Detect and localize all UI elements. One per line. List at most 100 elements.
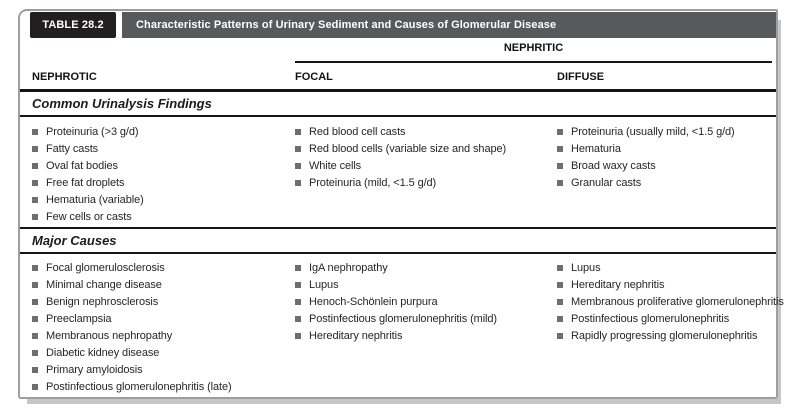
item-text: Proteinuria (usually mild, <1.5 g/d) [571,125,735,138]
column-header-focal: FOCAL [295,71,333,83]
item-text: Lupus [309,278,339,291]
bullet-square-icon [557,162,563,169]
item-text: Benign nephrosclerosis [46,295,159,308]
bullet-square-icon [32,145,38,152]
list-item: Henoch-Schönlein purpura [295,293,545,310]
list-item: Few cells or casts [32,208,283,225]
list-item: Lupus [557,259,784,276]
list-item: Hematuria [557,140,776,157]
item-text: Red blood cell casts [309,125,406,138]
table-title: Characteristic Patterns of Urinary Sedim… [122,12,776,38]
list-item: Lupus [295,276,545,293]
list-item: Proteinuria (>3 g/d) [32,123,283,140]
bullet-square-icon [32,162,38,169]
item-text: Oval fat bodies [46,159,118,172]
column-group-header-nephritic: NEPHRITIC [295,38,772,63]
bullet-square-icon [32,315,38,322]
section-body-findings: Proteinuria (>3 g/d) Fatty casts Oval fat … [20,117,776,227]
item-text: Lupus [571,261,601,274]
list-item: White cells [295,157,545,174]
bullet-square-icon [32,298,38,305]
item-text: White cells [309,159,362,172]
item-text: Membranous proliferative glomerulonephri… [571,295,784,308]
item-text: Red blood cells (variable size and shape… [309,142,507,155]
item-text: Preeclampsia [46,312,112,325]
item-text: Rapidly progressing glomerulonephritis [571,329,758,342]
bullet-square-icon [32,179,38,186]
bullet-square-icon [32,213,38,220]
bullet-square-icon [32,383,38,390]
list-item: Primary amyloidosis [32,361,283,378]
item-text: Broad waxy casts [571,159,656,172]
list-item: Preeclampsia [32,310,283,327]
bullet-square-icon [32,128,38,135]
item-text: Few cells or casts [46,210,132,223]
table-frame: TABLE 28.2 Characteristic Patterns of Ur… [18,9,784,399]
item-text: Fatty casts [46,142,99,155]
section-heading-findings: Common Urinalysis Findings [20,89,776,117]
bullet-square-icon [32,366,38,373]
list-item: Membranous proliferative glomerulonephri… [557,293,784,310]
item-text: Membranous nephropathy [46,329,173,342]
item-text: Postinfectious glomerulonephritis (mild) [309,312,497,325]
bullet-square-icon [557,179,563,186]
bullet-square-icon [295,128,301,135]
bullet-square-icon [557,145,563,152]
list-item: Postinfectious glomerulonephritis [557,310,784,327]
bullet-square-icon [32,349,38,356]
bullet-square-icon [557,332,563,339]
item-text: Hematuria (variable) [46,193,144,206]
bullet-square-icon [295,298,301,305]
bullet-square-icon [32,332,38,339]
bullet-square-icon [295,315,301,322]
column-header-row: NEPHROTIC FOCAL DIFFUSE [20,63,776,89]
bullet-square-icon [295,264,301,271]
item-text: Henoch-Schönlein purpura [309,295,438,308]
bullet-square-icon [557,128,563,135]
item-text: Postinfectious glomerulonephritis [571,312,730,325]
item-text: IgA nephropathy [309,261,388,274]
list-item: Benign nephrosclerosis [32,293,283,310]
item-text: Primary amyloidosis [46,363,143,376]
bullet-square-icon [295,179,301,186]
item-text: Hereditary nephritis [571,278,665,291]
item-text: Focal glomerulosclerosis [46,261,165,274]
bullet-square-icon [295,145,301,152]
item-text: Postinfectious glomerulonephritis (late) [46,380,232,393]
item-text: Hematuria [571,142,621,155]
list-item: Minimal change disease [32,276,283,293]
list-item: Fatty casts [32,140,283,157]
column-header-nephrotic: NEPHROTIC [32,71,97,83]
bullet-square-icon [557,281,563,288]
bullet-square-icon [32,264,38,271]
bullet-square-icon [295,281,301,288]
list-item: Membranous nephropathy [32,327,283,344]
list-item: Proteinuria (mild, <1.5 g/d) [295,174,545,191]
causes-nephrotic-list: Focal glomerulosclerosis Minimal change d… [20,259,283,395]
list-item: Focal glomerulosclerosis [32,259,283,276]
list-item: Broad waxy casts [557,157,776,174]
list-item: Hereditary nephritis [295,327,545,344]
list-item: Postinfectious glomerulonephritis (late) [32,378,283,395]
list-item: Hereditary nephritis [557,276,784,293]
causes-diffuse-list: Lupus Hereditary nephritis Membranous prol… [545,259,784,395]
item-text: Hereditary nephritis [309,329,403,342]
list-item: Diabetic kidney disease [32,344,283,361]
findings-focal-list: Red blood cell casts Red blood cells (var… [283,123,545,225]
list-item: Oval fat bodies [32,157,283,174]
list-item: Red blood cell casts [295,123,545,140]
column-header-diffuse: DIFFUSE [557,71,605,83]
causes-focal-list: IgA nephropathy Lupus Henoch-Schönlein pur… [283,259,545,395]
bullet-square-icon [295,332,301,339]
item-text: Proteinuria (mild, <1.5 g/d) [309,176,437,189]
list-item: Proteinuria (usually mild, <1.5 g/d) [557,123,776,140]
item-text: Proteinuria (>3 g/d) [46,125,139,138]
list-item: Rapidly progressing glomerulonephritis [557,327,784,344]
findings-diffuse-list: Proteinuria (usually mild, <1.5 g/d) Hema… [545,123,776,225]
bullet-square-icon [557,264,563,271]
item-text: Minimal change disease [46,278,162,291]
item-text: Diabetic kidney disease [46,346,160,359]
list-item: Hematuria (variable) [32,191,283,208]
bullet-square-icon [32,196,38,203]
bullet-square-icon [32,281,38,288]
